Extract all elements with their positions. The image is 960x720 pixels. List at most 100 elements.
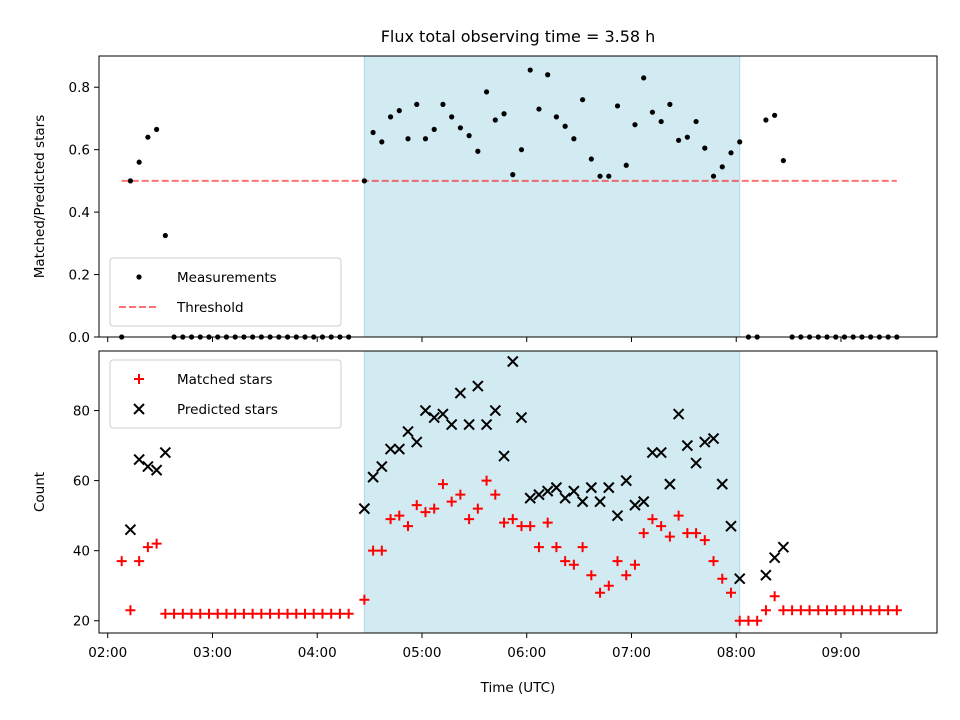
matched-stars-point: [752, 615, 763, 626]
matched-stars-point: [160, 608, 171, 619]
matched-stars-point: [490, 489, 501, 500]
predicted-stars-point: [629, 499, 641, 511]
predicted-stars-point: [672, 408, 685, 420]
predicted-stars-point: [515, 411, 528, 424]
matched-stars-point: [848, 605, 859, 616]
matched-stars-point: [822, 605, 833, 616]
matched-stars-point: [865, 605, 876, 616]
matched-stars-point: [282, 608, 293, 619]
matched-stars-point: [499, 517, 510, 528]
x-tick-label: 04:00: [298, 645, 337, 661]
matched-stars-point: [629, 559, 640, 570]
legend-label: Threshold: [176, 300, 244, 316]
predicted-stars-point: [681, 439, 694, 452]
observing-window-band: [364, 56, 740, 337]
matched-stars-point: [856, 605, 867, 616]
matched-stars-point: [804, 605, 815, 616]
matched-stars-point: [326, 608, 337, 619]
matched-stars-point: [446, 496, 457, 507]
measurement-point: [702, 145, 708, 151]
matched-stars-point: [603, 580, 614, 591]
x-tick-label: 03:00: [193, 645, 232, 661]
measurement-point: [772, 112, 778, 118]
measurement-point: [405, 136, 411, 142]
matched-stars-point: [247, 608, 258, 619]
predicted-stars-point: [419, 404, 432, 417]
matched-stars-point: [334, 608, 345, 619]
legend-label: Predicted stars: [177, 402, 278, 418]
predicted-stars-point: [541, 485, 554, 497]
predicted-stars-point: [142, 460, 154, 473]
matched-stars-point: [125, 605, 136, 616]
predicted-stars-point: [402, 425, 414, 438]
measurement-point: [588, 156, 594, 162]
matched-stars-point: [874, 605, 885, 616]
measurement-point: [710, 173, 717, 179]
measurement-point: [728, 150, 734, 156]
matched-stars-point: [525, 521, 536, 532]
measurement-point: [510, 172, 516, 178]
matched-stars-point: [551, 542, 562, 553]
matched-stars-point: [212, 608, 223, 619]
measurement-point: [632, 122, 638, 128]
legend-label: Measurements: [177, 270, 277, 286]
matched-stars-point: [203, 608, 214, 619]
matched-stars-point: [507, 514, 518, 525]
measurement-point: [501, 111, 507, 117]
predicted-stars-point: [480, 418, 493, 431]
predicted-stars-point: [611, 509, 624, 522]
measurement-point: [562, 123, 568, 129]
matched-stars-point: [760, 605, 771, 616]
measurement-point: [641, 75, 647, 81]
matched-stars-point: [195, 608, 206, 619]
matched-stars-point: [516, 521, 527, 532]
y-tick-label: 0.2: [69, 268, 90, 284]
predicted-stars-point: [576, 495, 589, 508]
predicted-stars-point: [437, 408, 449, 420]
predicted-stars-point: [637, 495, 650, 508]
matched-stars-point: [317, 608, 328, 619]
matched-stars-point: [682, 528, 693, 539]
measurement-point: [370, 129, 376, 136]
measurement-point: [483, 89, 490, 95]
matched-stars-point: [891, 605, 902, 616]
predicted-stars-point: [393, 443, 405, 455]
matched-stars-point: [568, 559, 579, 570]
measurement-point: [553, 114, 560, 120]
matched-stars-point: [725, 587, 736, 598]
predicted-stars-point: [707, 432, 720, 445]
measurement-point: [379, 139, 385, 145]
predicted-stars-point: [760, 569, 772, 581]
matched-stars-point: [411, 500, 422, 511]
measurement-point: [527, 67, 533, 73]
predicted-stars-point: [777, 541, 790, 553]
predicted-stars-point: [768, 551, 781, 564]
predicted-stars-point: [489, 404, 502, 417]
y-tick-label: 0.0: [69, 330, 90, 346]
predicted-stars-point: [463, 418, 475, 431]
matched-stars-point: [151, 538, 162, 549]
matched-stars-point: [717, 573, 728, 584]
measurement-point: [457, 125, 463, 131]
y-tick-label: 80: [73, 404, 90, 420]
matched-stars-point: [708, 556, 719, 567]
matched-stars-point: [256, 608, 267, 619]
matched-stars-point: [577, 542, 588, 553]
measurement-point: [623, 162, 629, 168]
predicted-stars-point: [367, 471, 379, 483]
measurement-point: [154, 126, 160, 132]
x-axis-label: Time (UTC): [480, 680, 556, 696]
matched-stars-point: [186, 608, 197, 619]
x-tick-label: 05:00: [403, 645, 442, 661]
chart-title: Flux total observing time = 3.58 h: [381, 27, 656, 46]
predicted-stars-point: [445, 418, 458, 431]
matched-stars-point: [813, 605, 824, 616]
matched-stars-point: [437, 479, 448, 490]
y-tick-label: 0.4: [69, 205, 90, 221]
matched-stars-point: [481, 475, 492, 486]
matched-stars-point: [647, 514, 658, 525]
predicted-stars-point: [594, 495, 606, 508]
y-axis-label: Count: [32, 472, 48, 512]
matched-stars-point: [656, 521, 667, 532]
matched-stars-point: [699, 535, 710, 546]
